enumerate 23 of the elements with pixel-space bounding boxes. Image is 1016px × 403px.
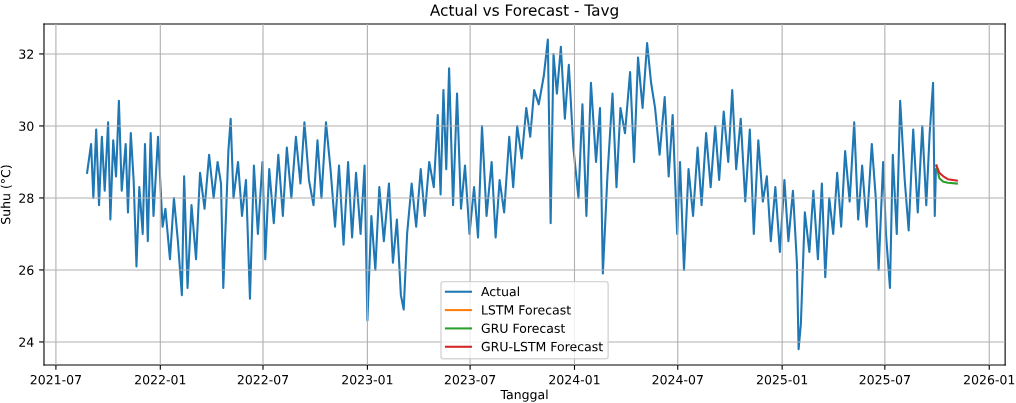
y-tick-label: 32 <box>19 49 34 59</box>
x-tick-label: 2023-01 <box>342 374 393 385</box>
legend-label: LSTM Forecast <box>482 305 571 315</box>
y-tick-label: 24 <box>19 337 34 347</box>
x-tick-label: 2024-07 <box>652 374 703 385</box>
legend-label: GRU Forecast <box>481 323 566 333</box>
x-tick-label: 2022-07 <box>237 374 289 385</box>
x-tick-label: 2024-01 <box>549 374 600 385</box>
y-tick-label: 30 <box>19 121 34 131</box>
x-axis-title: Tanggal <box>500 389 548 402</box>
legend-label: Actual <box>481 286 519 297</box>
y-tick-label: 28 <box>19 193 34 203</box>
x-tick-label: 2025-01 <box>756 374 808 385</box>
line-series <box>86 38 937 351</box>
legend-label: GRU-LSTM Forecast <box>481 341 603 352</box>
x-tick-label: 2023-07 <box>444 374 496 385</box>
x-tick-label: 2021-07 <box>30 374 81 385</box>
x-tick-label: 2025-07 <box>859 374 910 385</box>
x-tick-label: 2022-01 <box>135 374 186 385</box>
x-tick-label: 2026-01 <box>964 374 1015 385</box>
chart-title: Actual vs Forecast - Tavg <box>430 4 618 19</box>
y-tick-label: 26 <box>19 265 34 275</box>
y-axis-title: Suhu (°C) <box>0 165 12 224</box>
